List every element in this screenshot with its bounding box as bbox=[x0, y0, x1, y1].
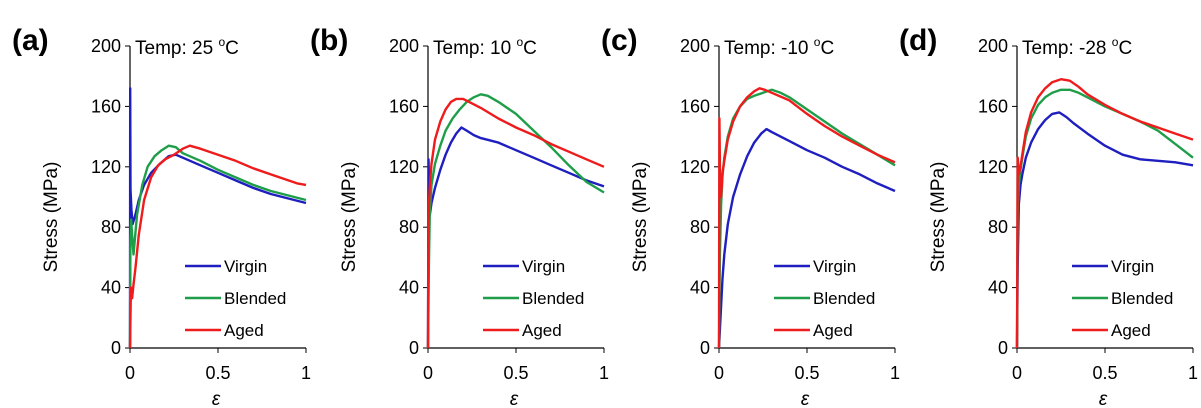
series-line-blended bbox=[1015, 88, 1194, 349]
y-tick-label: 0 bbox=[700, 338, 710, 358]
temperature-unit: C bbox=[1118, 38, 1132, 59]
series-line-aged bbox=[1015, 78, 1194, 349]
series-line-blended bbox=[717, 88, 896, 349]
x-tick-label: 1 bbox=[599, 363, 609, 383]
x-tick-label: 1 bbox=[1188, 363, 1198, 383]
series-line-virgin bbox=[717, 127, 896, 349]
x-axis-title: ε bbox=[801, 389, 810, 408]
x-tick-label: 0.5 bbox=[1092, 363, 1117, 383]
temperature-title-text: Temp: -10 bbox=[724, 38, 814, 59]
x-axis-title: ε bbox=[1099, 389, 1108, 408]
legend-label-virgin: Virgin bbox=[522, 257, 565, 276]
x-tick-label: 0 bbox=[423, 363, 433, 383]
y-tick-label: 80 bbox=[690, 217, 710, 237]
legend-label-aged: Aged bbox=[813, 321, 853, 340]
y-tick-label: 0 bbox=[409, 338, 419, 358]
y-tick-label: 200 bbox=[978, 36, 1008, 56]
y-tick-label: 40 bbox=[101, 278, 121, 298]
y-tick-label: 40 bbox=[399, 278, 419, 298]
temperature-title: Temp: 10 oC bbox=[433, 35, 537, 59]
legend-label-blended: Blended bbox=[224, 289, 286, 308]
chart-panel-1: (a) Temp: 25 oC 0 40 80 120 160 200 0 0.5 1 Stress … bbox=[12, 24, 311, 408]
y-tick-label: 80 bbox=[101, 217, 121, 237]
y-tick-label: 160 bbox=[389, 96, 419, 116]
y-tick-label: 120 bbox=[91, 157, 121, 177]
y-tick-label: 160 bbox=[91, 96, 121, 116]
x-axis-title: ε bbox=[510, 389, 519, 408]
temperature-unit: C bbox=[523, 38, 537, 59]
temperature-title-text: Temp: 10 bbox=[433, 38, 516, 59]
degree-sup: o bbox=[218, 35, 225, 49]
x-tick-label: 0.5 bbox=[205, 363, 230, 383]
legend-label-blended: Blended bbox=[1111, 289, 1173, 308]
y-tick-label: 200 bbox=[91, 36, 121, 56]
panel-label: (d) bbox=[899, 24, 937, 57]
x-tick-label: 0.5 bbox=[794, 363, 819, 383]
y-tick-label: 80 bbox=[988, 217, 1008, 237]
y-axis-title: Stress (MPa) bbox=[928, 162, 949, 273]
y-axis-title: Stress (MPa) bbox=[41, 162, 62, 273]
x-tick-label: 1 bbox=[301, 363, 311, 383]
series-line-blended bbox=[128, 144, 307, 349]
panel-label: (c) bbox=[601, 24, 638, 57]
x-tick-label: 0 bbox=[125, 363, 135, 383]
temperature-title: Temp: -28 oC bbox=[1022, 35, 1132, 59]
legend-label-aged: Aged bbox=[1111, 321, 1151, 340]
legend-label-aged: Aged bbox=[224, 321, 264, 340]
y-tick-label: 160 bbox=[978, 96, 1008, 116]
y-tick-label: 120 bbox=[389, 157, 419, 177]
y-tick-label: 200 bbox=[680, 36, 710, 56]
panel-label: (b) bbox=[310, 24, 348, 57]
series-line-virgin bbox=[426, 126, 605, 349]
temperature-title: Temp: -10 oC bbox=[724, 35, 834, 59]
series-line-virgin bbox=[1015, 111, 1194, 349]
y-tick-label: 40 bbox=[690, 278, 710, 298]
temperature-unit: C bbox=[820, 38, 834, 59]
legend-label-blended: Blended bbox=[813, 289, 875, 308]
x-tick-label: 0 bbox=[714, 363, 724, 383]
y-tick-label: 0 bbox=[998, 338, 1008, 358]
legend-label-virgin: Virgin bbox=[1111, 257, 1154, 276]
y-tick-label: 0 bbox=[111, 338, 121, 358]
x-tick-label: 1 bbox=[890, 363, 900, 383]
temperature-title-text: Temp: 25 bbox=[135, 38, 218, 59]
legend-label-blended: Blended bbox=[522, 289, 584, 308]
series-line-blended bbox=[426, 93, 605, 349]
temperature-title-text: Temp: -28 bbox=[1022, 38, 1112, 59]
y-tick-label: 80 bbox=[399, 217, 419, 237]
y-tick-label: 120 bbox=[978, 157, 1008, 177]
legend-label-virgin: Virgin bbox=[813, 257, 856, 276]
x-axis-title: ε bbox=[212, 389, 221, 408]
degree-sup: o bbox=[516, 35, 523, 49]
series-line-aged bbox=[426, 97, 605, 349]
chart-panel-2: (b) Temp: 10 oC 0 40 80 120 160 200 0 0.5 1 Stress … bbox=[310, 24, 609, 408]
legend-label-virgin: Virgin bbox=[224, 257, 267, 276]
degree-sup: o bbox=[814, 35, 821, 49]
y-tick-label: 200 bbox=[389, 36, 419, 56]
chart-panel-4: (d) Temp: -28 oC 0 40 80 120 160 200 0 0.5 1 Stress… bbox=[899, 24, 1198, 408]
temperature-unit: C bbox=[225, 38, 239, 59]
series-line-aged bbox=[128, 144, 307, 349]
series-line-aged bbox=[717, 87, 896, 349]
y-axis-title: Stress (MPa) bbox=[630, 162, 651, 273]
y-tick-label: 40 bbox=[988, 278, 1008, 298]
y-tick-label: 160 bbox=[680, 96, 710, 116]
series-line-virgin bbox=[128, 87, 307, 349]
chart-panel-3: (c) Temp: -10 oC 0 40 80 120 160 200 0 0.5 1 Stress… bbox=[601, 24, 900, 408]
x-tick-label: 0.5 bbox=[503, 363, 528, 383]
panel-label: (a) bbox=[12, 24, 49, 57]
legend-label-aged: Aged bbox=[522, 321, 562, 340]
y-tick-label: 120 bbox=[680, 157, 710, 177]
temperature-title: Temp: 25 oC bbox=[135, 35, 239, 59]
degree-sup: o bbox=[1112, 35, 1119, 49]
y-axis-title: Stress (MPa) bbox=[339, 162, 360, 273]
x-tick-label: 0 bbox=[1012, 363, 1022, 383]
